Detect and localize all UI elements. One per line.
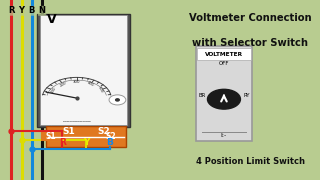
Text: Y: Y (83, 138, 89, 147)
Text: S1: S1 (46, 132, 56, 141)
Text: S2: S2 (106, 132, 116, 141)
Text: ─────────────────: ───────────────── (63, 120, 91, 124)
FancyBboxPatch shape (101, 132, 121, 141)
FancyBboxPatch shape (37, 14, 130, 127)
Text: S2: S2 (97, 127, 110, 136)
FancyBboxPatch shape (197, 48, 251, 60)
Text: I:-: I:- (221, 133, 227, 138)
Text: BR: BR (198, 93, 205, 98)
Text: R: R (8, 6, 15, 15)
Text: 300: 300 (73, 80, 80, 84)
FancyBboxPatch shape (40, 15, 127, 125)
Circle shape (207, 89, 240, 109)
FancyBboxPatch shape (41, 132, 61, 141)
Text: S1: S1 (62, 127, 75, 136)
Text: R: R (59, 138, 66, 147)
Text: 400: 400 (86, 80, 94, 88)
Text: OFF: OFF (219, 61, 229, 66)
Text: B: B (28, 6, 35, 15)
Circle shape (109, 95, 126, 105)
FancyBboxPatch shape (46, 126, 126, 147)
Text: 500: 500 (96, 86, 104, 94)
Text: 200: 200 (59, 80, 68, 88)
Text: Voltmeter Connection: Voltmeter Connection (189, 13, 311, 23)
Text: VOLTMETER: VOLTMETER (205, 51, 243, 57)
Text: RY: RY (243, 93, 250, 98)
Text: Y: Y (19, 6, 25, 15)
Text: 4 Position Limit Switch: 4 Position Limit Switch (196, 158, 305, 166)
FancyBboxPatch shape (196, 46, 252, 141)
Circle shape (116, 99, 119, 101)
Text: B: B (107, 138, 113, 147)
Text: V: V (46, 12, 56, 26)
Text: 100: 100 (50, 86, 57, 94)
Text: N: N (38, 6, 45, 15)
Text: with Selector Switch: with Selector Switch (192, 38, 308, 48)
